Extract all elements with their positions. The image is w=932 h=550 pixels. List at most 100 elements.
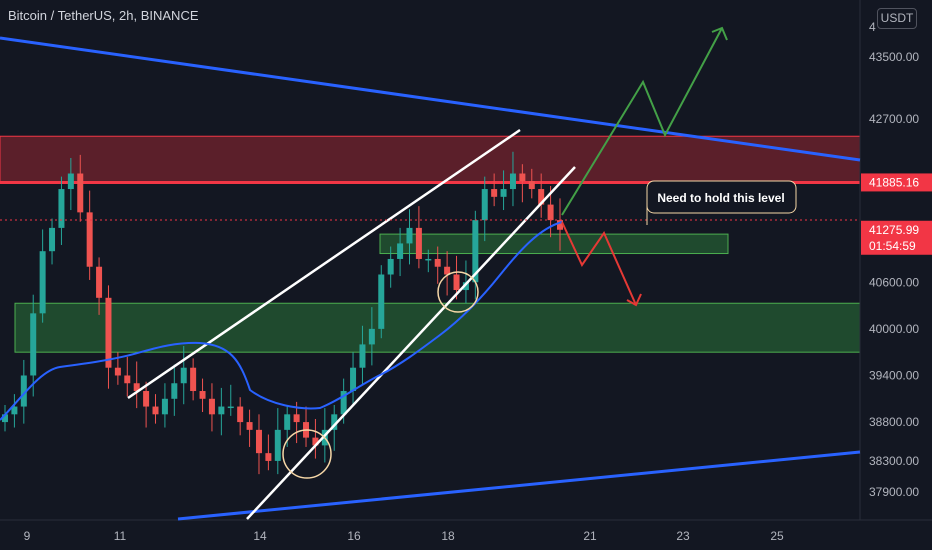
candle-body — [406, 227, 413, 244]
chart-title: Bitcoin / TetherUS, 2h, BINANCE — [8, 8, 199, 23]
candle-body — [58, 189, 65, 228]
channel-lower-line — [246, 166, 576, 520]
candle-body — [350, 367, 357, 392]
x-tick-label: 11 — [114, 529, 127, 543]
candle-body — [547, 204, 554, 221]
candle-body — [114, 367, 121, 376]
y-tick-label: 40600.00 — [869, 275, 919, 289]
annotation-callout[interactable]: Need to hold this level — [646, 180, 797, 225]
price-tags: 41885.16 41275.99 01:54:59 — [861, 173, 932, 255]
time-axis[interactable]: 9 11 14 16 18 21 23 25 — [24, 529, 784, 543]
candle-body — [509, 173, 516, 190]
candle-body — [2, 414, 8, 423]
candle-body — [368, 328, 375, 345]
candle-body — [86, 212, 93, 267]
price-tag-bg — [861, 173, 932, 192]
bearish-projection-path — [561, 221, 637, 306]
candle-body — [462, 282, 469, 291]
candle-body — [227, 406, 234, 409]
candle-body — [20, 375, 27, 407]
candle-body — [105, 297, 112, 368]
y-tick-label: 37900.00 — [869, 485, 919, 499]
candle-body — [49, 227, 56, 252]
candle-body — [340, 391, 347, 415]
x-tick-label: 14 — [253, 529, 267, 543]
y-tick-label: 39400.00 — [869, 368, 919, 382]
candle-body — [500, 189, 507, 197]
candle-body — [387, 258, 394, 275]
candlestick-series — [2, 151, 563, 475]
candle-body — [265, 453, 272, 461]
price-tag-value: 41885.16 — [869, 175, 919, 189]
candle-body — [208, 398, 215, 415]
price-axis[interactable]: 37900.00 38300.00 38800.00 39400.00 40000.00… — [869, 20, 919, 499]
y-tick-label: 38800.00 — [869, 415, 919, 429]
candle-body — [180, 367, 187, 384]
y-tick-label: 40000.00 — [869, 322, 919, 336]
candle-body — [67, 173, 74, 190]
highlight-circle-retest — [437, 271, 479, 313]
moving-average-line — [0, 221, 563, 421]
candle-body — [538, 189, 545, 205]
price-tag-value: 41275.99 — [869, 223, 919, 237]
candle-body — [237, 406, 244, 423]
candle-body — [255, 429, 262, 454]
candle-body — [96, 266, 103, 298]
candle-body — [481, 189, 488, 221]
candle-body — [161, 398, 168, 415]
candle-body — [133, 383, 140, 392]
candle-body — [397, 243, 404, 259]
ascending-trendline — [177, 450, 861, 521]
price-zones — [0, 135, 861, 353]
candle-body — [519, 173, 526, 182]
candle-body — [190, 367, 197, 392]
candle-body — [415, 227, 422, 259]
candle-body — [425, 258, 432, 261]
candle-body — [124, 375, 131, 384]
candle-body — [284, 414, 291, 430]
candle-body — [378, 274, 385, 329]
candle-body — [11, 406, 18, 415]
candle-body — [312, 437, 319, 446]
price-tag-bg — [861, 220, 932, 255]
candle-body — [293, 414, 300, 423]
x-tick-label: 9 — [24, 529, 31, 543]
x-tick-label: 18 — [441, 529, 455, 543]
chart-drawings: Need to hold this level — [0, 26, 861, 521]
candle-body — [218, 406, 225, 415]
currency-badge[interactable]: USDT — [877, 8, 917, 29]
annotation-text: Need to hold this level — [657, 191, 784, 205]
candle-body — [528, 181, 535, 190]
x-tick-label: 23 — [676, 529, 690, 543]
y-tick-label: 38300.00 — [869, 454, 919, 468]
candle-body — [199, 391, 206, 399]
candle-body — [359, 344, 366, 368]
candle-body — [453, 274, 460, 291]
candle-body — [274, 429, 281, 461]
candle-body — [472, 220, 479, 283]
candle-body — [434, 258, 441, 267]
highlight-circle-low — [282, 429, 332, 479]
x-tick-label: 16 — [347, 529, 361, 543]
candle-body — [444, 266, 451, 275]
x-tick-label: 21 — [583, 529, 597, 543]
y-tick-label: 42700.00 — [869, 112, 919, 126]
zone-hold-level — [379, 233, 729, 255]
candle-body — [557, 220, 563, 230]
x-tick-label: 25 — [770, 529, 784, 543]
price-tag-countdown: 01:54:59 — [869, 239, 916, 253]
candle-body — [30, 313, 37, 376]
axis-separators — [0, 0, 932, 521]
candle-body — [491, 189, 498, 197]
candle-body — [39, 251, 46, 314]
channel-upper-line — [127, 128, 521, 400]
descending-trendline — [0, 36, 861, 162]
candle-body — [152, 406, 159, 415]
candle-body — [143, 391, 150, 407]
candle-body — [246, 422, 253, 430]
candle-body — [331, 414, 338, 430]
zone-support — [14, 302, 861, 353]
bearish-arrow-head — [626, 293, 642, 307]
candle-body — [171, 383, 178, 399]
